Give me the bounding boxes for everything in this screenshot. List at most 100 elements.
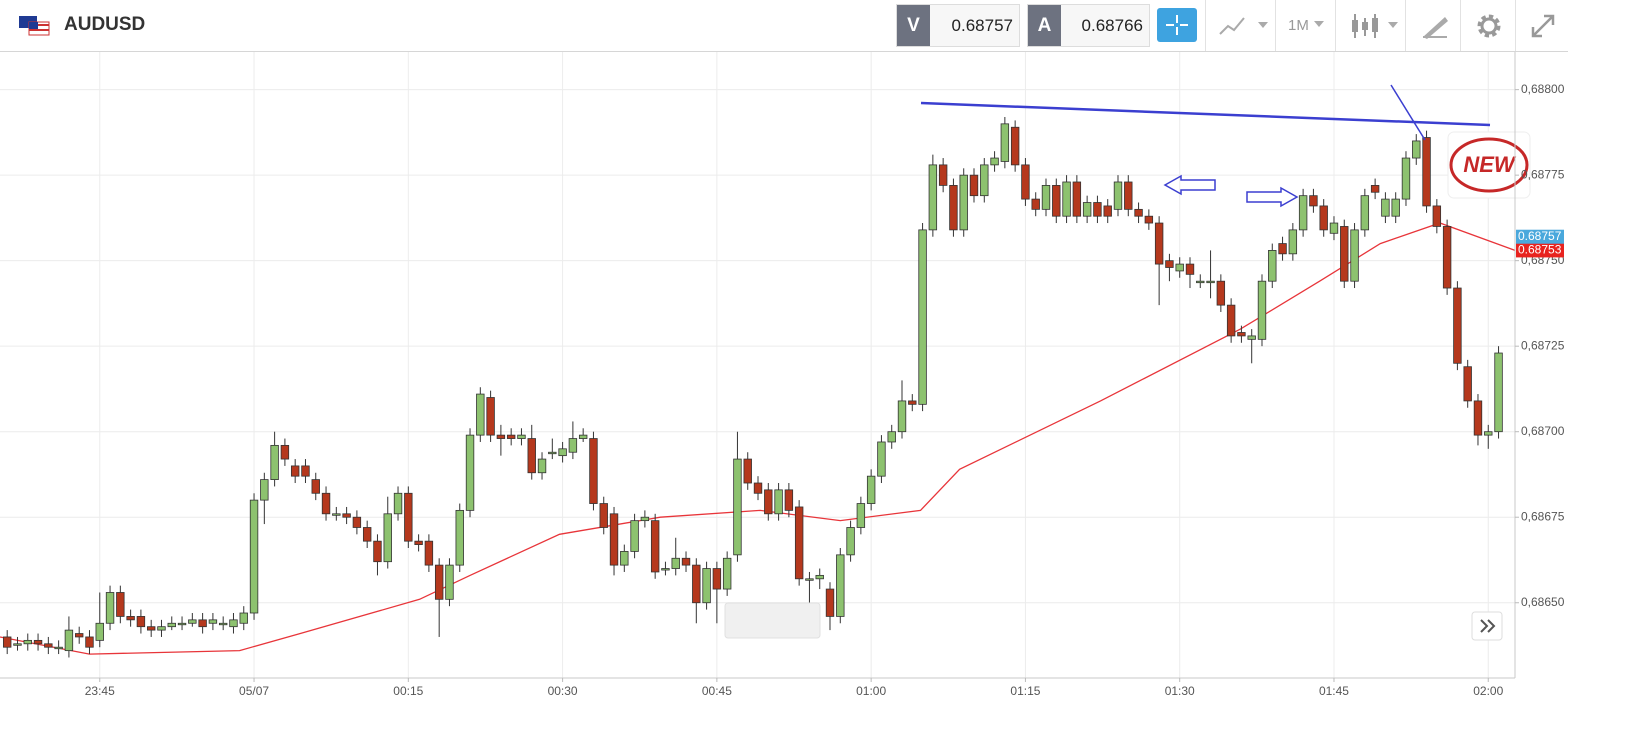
timeframe[interactable]: 1M: [1288, 17, 1309, 34]
candle-body: [640, 516, 650, 522]
candle-body: [1154, 222, 1164, 265]
candle-body: [836, 554, 845, 617]
candle-body: [856, 503, 866, 528]
candle-body: [1010, 126, 1020, 166]
draw-tool-button[interactable]: [1405, 0, 1461, 51]
x-tick-label: 01:45: [1319, 684, 1349, 698]
candle-body: [1052, 185, 1061, 217]
candle-body: [630, 520, 639, 552]
ask-box[interactable]: A 0.68766: [1027, 4, 1150, 47]
trend-line-drawing: [920, 101, 1491, 127]
candle-body: [1000, 123, 1010, 162]
candle-body: [1093, 202, 1102, 217]
candle-body: [383, 513, 392, 563]
left-arrow-drawing: [1163, 174, 1216, 196]
candle-body: [260, 479, 269, 501]
x-tick-label: 01:00: [856, 684, 886, 698]
candle-body: [280, 444, 290, 460]
candle-body: [1021, 164, 1030, 200]
candle-body: [1298, 195, 1308, 231]
candle-body: [1412, 140, 1421, 159]
candle-body: [146, 626, 156, 631]
candle-body: [177, 622, 187, 626]
candle-body: [969, 174, 979, 197]
candle-body: [1206, 280, 1215, 284]
bid-tag[interactable]: V: [897, 5, 930, 46]
candle-body: [126, 616, 135, 621]
crosshair-button[interactable]: [1157, 8, 1197, 42]
candle-body: [1391, 198, 1400, 217]
ask-price[interactable]: 0.68766: [1081, 16, 1143, 35]
candle-body: [1185, 263, 1195, 275]
candle-body: [105, 592, 115, 624]
candle-body: [1278, 243, 1287, 255]
candle-body: [249, 499, 259, 614]
candle-body: [393, 492, 403, 515]
candle-body: [1237, 332, 1246, 337]
candle-body: [116, 592, 125, 617]
candle-body: [167, 622, 176, 628]
candle-body: [85, 636, 94, 648]
candle-body: [218, 622, 228, 626]
candle-body: [1216, 280, 1226, 306]
candle-body: [609, 513, 619, 566]
candle-body: [764, 489, 773, 515]
candle-body: [342, 513, 351, 518]
candle-body: [229, 619, 238, 628]
candle-body: [938, 164, 948, 186]
candle-body: [445, 564, 454, 600]
candle-style-button[interactable]: [1335, 0, 1406, 51]
candle-body: [1165, 260, 1174, 268]
candle-body: [1257, 280, 1267, 340]
candle-body: [1247, 335, 1256, 340]
scroll-right-button[interactable]: [1471, 611, 1503, 641]
fullscreen-button[interactable]: [1515, 0, 1569, 51]
bid-price[interactable]: 0.68757: [951, 16, 1013, 35]
y-tick-label: 0,68775: [1521, 167, 1565, 181]
symbol: AUDUSD: [64, 14, 146, 35]
candle-body: [774, 489, 783, 515]
candle-body: [794, 506, 804, 580]
candle-body: [1062, 181, 1071, 217]
candle-body: [692, 564, 701, 604]
candle-body: [1453, 287, 1462, 364]
timeframe-button[interactable]: 1M: [1275, 0, 1336, 51]
candle-body: [198, 619, 207, 628]
chart-type-button[interactable]: [1205, 0, 1276, 51]
candle-body: [1340, 226, 1349, 282]
candle-body: [1226, 304, 1236, 337]
candle-body: [712, 568, 722, 590]
candle-body: [805, 578, 814, 581]
candle-body: [270, 444, 279, 480]
candle-body: [1329, 222, 1339, 234]
scroll-right-icon[interactable]: [1480, 619, 1496, 633]
price-marker: [1516, 243, 1564, 258]
candle-body: [1422, 137, 1431, 207]
candle-body: [1442, 226, 1452, 289]
toolbar: AUDUSD V 0.68757 A 0.68766 1M: [0, 0, 1568, 52]
candle-body: [959, 174, 968, 231]
candle-body: [1319, 205, 1328, 231]
candle-body: [1134, 208, 1143, 217]
price-marker-label: 0.68753: [1518, 243, 1562, 257]
candle-body: [1484, 431, 1493, 436]
loading-placeholder: [724, 602, 821, 639]
candle-body: [404, 492, 413, 542]
bid-box[interactable]: V 0.68757: [896, 4, 1020, 47]
ask-tag[interactable]: A: [1028, 5, 1061, 46]
x-tick-label: 00:45: [702, 684, 732, 698]
flag-icon: [19, 16, 50, 36]
candle-body: [866, 475, 876, 504]
candle-body: [743, 458, 752, 484]
candle-body: [846, 527, 855, 556]
candle-body: [897, 400, 907, 433]
candle-body: [1072, 181, 1082, 217]
candle-body: [990, 157, 999, 166]
x-tick-label: 01:30: [1165, 684, 1195, 698]
candle-body: [1103, 205, 1112, 217]
candle-body: [1082, 202, 1092, 217]
candle-body: [74, 633, 84, 638]
settings-button[interactable]: [1460, 0, 1516, 51]
